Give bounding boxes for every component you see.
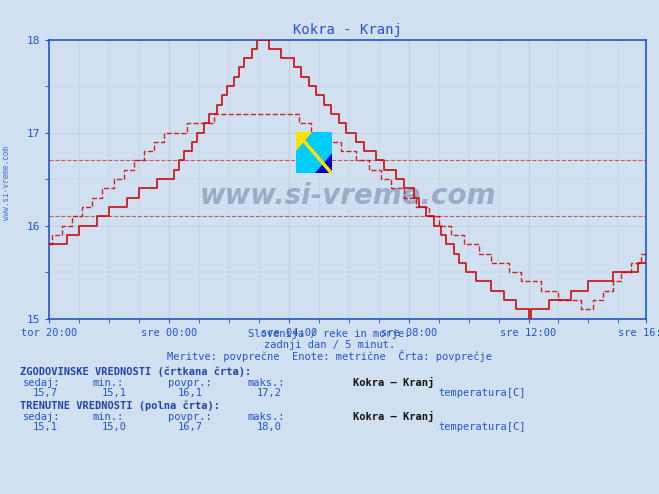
Text: Kokra – Kranj: Kokra – Kranj	[353, 377, 434, 388]
Text: www.si-vreme.com: www.si-vreme.com	[200, 182, 496, 210]
Text: Meritve: povprečne  Enote: metrične  Črta: povprečje: Meritve: povprečne Enote: metrične Črta:…	[167, 350, 492, 362]
Text: Slovenija / reke in morje.: Slovenija / reke in morje.	[248, 329, 411, 339]
Text: sedaj:: sedaj:	[23, 378, 61, 388]
Text: povpr.:: povpr.:	[168, 412, 212, 422]
Polygon shape	[314, 153, 332, 173]
Text: 15,7: 15,7	[33, 388, 58, 398]
Text: zadnji dan / 5 minut.: zadnji dan / 5 minut.	[264, 340, 395, 350]
Text: 16,1: 16,1	[178, 388, 203, 398]
Text: povpr.:: povpr.:	[168, 378, 212, 388]
Text: min.:: min.:	[92, 412, 123, 422]
Text: 16,7: 16,7	[178, 422, 203, 432]
Text: 18,0: 18,0	[257, 422, 282, 432]
Text: TRENUTNE VREDNOSTI (polna črta):: TRENUTNE VREDNOSTI (polna črta):	[20, 401, 219, 411]
Text: 17,2: 17,2	[257, 388, 282, 398]
Text: maks.:: maks.:	[247, 412, 285, 422]
Polygon shape	[296, 131, 332, 173]
Polygon shape	[296, 131, 314, 153]
Text: 15,1: 15,1	[102, 388, 127, 398]
Text: 15,0: 15,0	[102, 422, 127, 432]
Text: sedaj:: sedaj:	[23, 412, 61, 422]
Text: www.si-vreme.com: www.si-vreme.com	[2, 146, 11, 220]
Title: Kokra - Kranj: Kokra - Kranj	[293, 23, 402, 37]
Text: temperatura[C]: temperatura[C]	[438, 388, 526, 398]
Text: temperatura[C]: temperatura[C]	[438, 422, 526, 432]
Text: ZGODOVINSKE VREDNOSTI (črtkana črta):: ZGODOVINSKE VREDNOSTI (črtkana črta):	[20, 367, 251, 377]
Text: maks.:: maks.:	[247, 378, 285, 388]
Text: Kokra – Kranj: Kokra – Kranj	[353, 411, 434, 422]
Text: min.:: min.:	[92, 378, 123, 388]
Text: 15,1: 15,1	[33, 422, 58, 432]
